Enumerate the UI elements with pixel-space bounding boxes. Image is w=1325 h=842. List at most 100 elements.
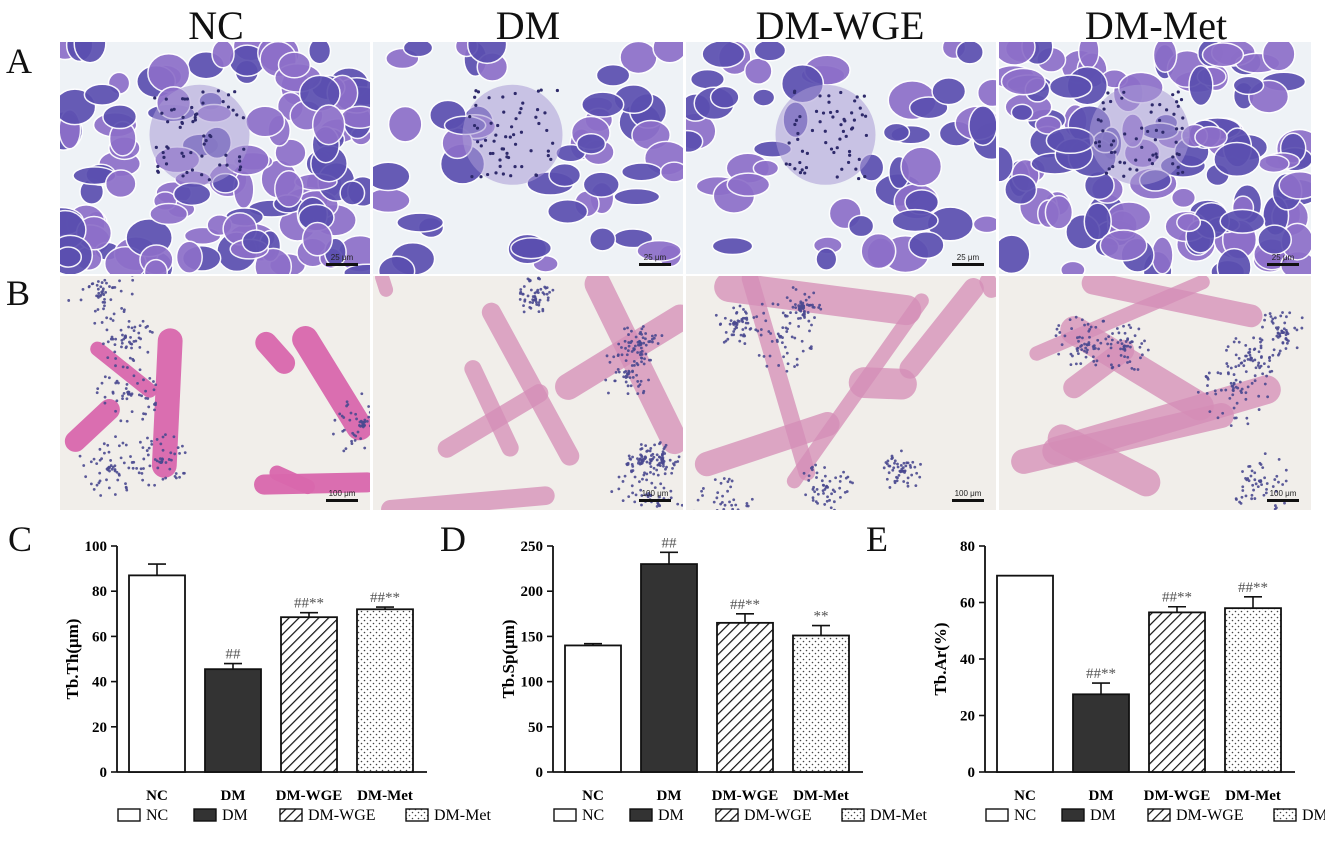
y-tick-label: 0 bbox=[968, 765, 976, 781]
bar-dm-wge bbox=[1148, 611, 1206, 773]
column-title-dm: DM bbox=[495, 3, 561, 48]
significance-label: ** bbox=[814, 609, 829, 625]
significance-label: ##** bbox=[370, 590, 400, 606]
significance-label: ## bbox=[662, 535, 678, 551]
bar-dm bbox=[1072, 693, 1130, 773]
x-tick-label: NC bbox=[582, 788, 604, 804]
legend-swatch bbox=[629, 808, 653, 822]
legend-swatch bbox=[841, 808, 865, 822]
scale-bar: 100 μm bbox=[639, 489, 671, 502]
panel-label-c: C bbox=[8, 519, 33, 559]
chart-tb-sp: Tb.Sp(μm) 0 50 100 150 200 250 NC ## DM ##** DM-WGE… bbox=[499, 535, 927, 824]
y-tick-label: 100 bbox=[521, 675, 544, 691]
x-tick-label: DM bbox=[221, 788, 246, 804]
bar-dm-met bbox=[792, 634, 850, 773]
micrograph-b-dm: 100 μm bbox=[373, 276, 683, 510]
y-tick-label: 0 bbox=[100, 765, 108, 781]
bar-dm bbox=[640, 563, 698, 773]
legend-label: DM bbox=[222, 807, 248, 824]
legend-label: DM-Met bbox=[1302, 807, 1325, 824]
y-tick-label: 80 bbox=[92, 584, 107, 600]
chart-tb-th: Tb.Th(μm) 0 20 40 60 80 100 NC ## DM ##** DM-WGE ##*… bbox=[63, 539, 491, 824]
y-tick-label: 60 bbox=[92, 629, 107, 645]
significance-label: ##** bbox=[1086, 666, 1116, 682]
legend-swatch bbox=[279, 808, 303, 822]
micrograph-a-dm-wge: 25 μm bbox=[686, 42, 996, 274]
y-tick-label: 40 bbox=[960, 652, 975, 668]
legend-swatch bbox=[193, 808, 217, 822]
y-tick-label: 20 bbox=[960, 709, 975, 725]
y-tick-label: 50 bbox=[528, 720, 543, 736]
y-tick-label: 40 bbox=[92, 675, 107, 691]
significance-label: ##** bbox=[1162, 590, 1192, 606]
x-tick-label: DM bbox=[1089, 788, 1114, 804]
significance-label: ##** bbox=[730, 597, 760, 613]
legend-swatch bbox=[405, 808, 429, 822]
y-axis-label: Tb.Ar(%) bbox=[931, 622, 950, 695]
x-tick-label: DM-Met bbox=[1225, 788, 1281, 804]
y-tick-label: 100 bbox=[85, 539, 108, 555]
scale-bar: 25 μm bbox=[1267, 253, 1299, 266]
y-tick-label: 250 bbox=[521, 539, 544, 555]
panel-label-e: E bbox=[866, 519, 888, 559]
legend-label: DM-WGE bbox=[1176, 807, 1244, 824]
legend-swatch bbox=[117, 808, 141, 822]
micrograph-b-dm-wge: 100 μm bbox=[686, 276, 996, 510]
row-label-b: B bbox=[6, 273, 31, 313]
x-tick-label: NC bbox=[1014, 788, 1036, 804]
scale-bar: 100 μm bbox=[1267, 489, 1299, 502]
micrograph-b-dm-met: 100 μm bbox=[999, 276, 1311, 510]
chart-tb-ar: Tb.Ar(%) 0 20 40 60 80 NC ##** DM ##** DM-WGE ##** D… bbox=[931, 539, 1325, 824]
micrograph-a-nc: 25 μm bbox=[60, 42, 370, 274]
bar-dm-wge bbox=[280, 616, 338, 773]
x-tick-label: DM-WGE bbox=[276, 788, 343, 804]
y-axis-label: Tb.Th(μm) bbox=[63, 619, 82, 700]
bar-dm bbox=[204, 668, 262, 773]
significance-label: ##** bbox=[294, 596, 324, 612]
legend-swatch bbox=[1061, 808, 1085, 822]
column-title-dm-wge: DM-WGE bbox=[755, 3, 925, 48]
scale-bar: 100 μm bbox=[326, 489, 358, 502]
column-title-nc: NC bbox=[188, 3, 244, 48]
legend-label: DM-Met bbox=[434, 807, 491, 824]
scale-bar: 100 μm bbox=[952, 489, 984, 502]
y-tick-label: 20 bbox=[92, 720, 107, 736]
bar-dm-wge bbox=[716, 621, 774, 773]
y-tick-label: 200 bbox=[521, 584, 544, 600]
legend-label: DM-WGE bbox=[744, 807, 812, 824]
legend-swatch bbox=[553, 808, 577, 822]
legend-label: NC bbox=[582, 807, 604, 824]
significance-label: ##** bbox=[1238, 580, 1268, 596]
x-tick-label: DM-WGE bbox=[712, 788, 779, 804]
scale-bar: 25 μm bbox=[952, 253, 984, 266]
bar-nc bbox=[564, 644, 622, 773]
legend-swatch bbox=[715, 808, 739, 822]
legend-swatch bbox=[1147, 808, 1171, 822]
micrograph-a-dm-met: 25 μm bbox=[999, 42, 1311, 274]
legend-swatch bbox=[1273, 808, 1297, 822]
legend-label: NC bbox=[1014, 807, 1036, 824]
bar-dm-met bbox=[356, 608, 414, 773]
bar-dm-met bbox=[1224, 607, 1282, 773]
x-tick-label: NC bbox=[146, 788, 168, 804]
legend-swatch bbox=[985, 808, 1009, 822]
micrograph-b-nc: 100 μm bbox=[60, 276, 370, 510]
y-tick-label: 60 bbox=[960, 596, 975, 612]
legend-label: DM bbox=[1090, 807, 1116, 824]
significance-label: ## bbox=[226, 647, 242, 663]
legend-label: NC bbox=[146, 807, 168, 824]
x-tick-label: DM-Met bbox=[793, 788, 849, 804]
scale-bar: 25 μm bbox=[639, 253, 671, 266]
micrograph-a-dm: 25 μm bbox=[373, 42, 683, 274]
bar-nc bbox=[996, 574, 1054, 773]
x-tick-label: DM bbox=[657, 788, 682, 804]
row-label-a: A bbox=[6, 41, 32, 81]
panel-label-d: D bbox=[440, 519, 466, 559]
legend-label: DM-Met bbox=[870, 807, 927, 824]
legend-label: DM bbox=[658, 807, 684, 824]
y-tick-label: 150 bbox=[521, 629, 544, 645]
y-axis-label: Tb.Sp(μm) bbox=[499, 619, 518, 698]
legend-label: DM-WGE bbox=[308, 807, 376, 824]
x-tick-label: DM-Met bbox=[357, 788, 413, 804]
y-tick-label: 0 bbox=[536, 765, 544, 781]
